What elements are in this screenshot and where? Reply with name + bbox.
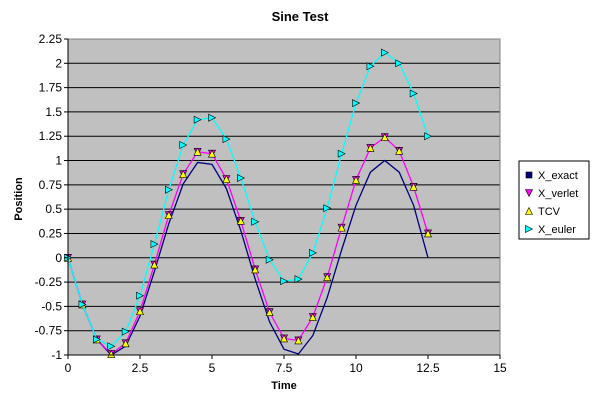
data-point-tcv (179, 169, 188, 178)
legend-label-tcv: TCV (538, 206, 561, 218)
legend-item-x-exact: X_exact (525, 170, 578, 182)
y-tick-label: -0.25 (35, 275, 63, 289)
data-point-tcv (107, 349, 116, 358)
y-tick-label: 1.25 (39, 129, 63, 143)
y-tick-label: 1.5 (45, 105, 62, 119)
data-point-tcv (121, 339, 130, 348)
data-point-x-euler (150, 240, 159, 249)
y-tick-label: -0.75 (35, 324, 63, 338)
x-tick-label: 7.5 (276, 361, 293, 375)
y-tick-label: -0.5 (41, 299, 62, 313)
plot-area (67, 38, 501, 356)
data-point-x-euler (136, 291, 145, 300)
data-point-x-euler (93, 335, 101, 344)
legend-marker-x-euler (525, 225, 534, 233)
series-layer (64, 48, 433, 359)
x-tick-label: 2.5 (132, 361, 149, 375)
y-tick-label: 0.5 (45, 202, 62, 216)
legend-marker-x-verlet (525, 189, 533, 198)
data-point-tcv (136, 307, 144, 316)
data-point-x-euler (337, 149, 346, 158)
data-point-x-euler (352, 99, 361, 108)
y-tick-label: 2 (55, 56, 62, 70)
y-tick-label: 2.25 (39, 32, 63, 46)
data-point-tcv (280, 334, 288, 343)
data-point-x-euler (294, 275, 303, 284)
y-tick-label: -1 (51, 348, 62, 362)
series-line-x-euler (67, 51, 429, 347)
data-point-tcv (164, 210, 173, 219)
y-axis-label: Position (13, 177, 25, 221)
y-tick-label: 0.25 (39, 226, 63, 240)
data-point-x-euler (380, 48, 389, 57)
legend-marker-tcv (525, 206, 533, 215)
data-point-x-euler (208, 113, 217, 122)
data-point-tcv (352, 175, 360, 184)
data-point-x-euler (280, 277, 289, 286)
x-tick-label: 12.5 (416, 361, 440, 375)
data-point-x-euler (78, 300, 87, 309)
legend-item-x-verlet: X_verlet (525, 188, 578, 200)
data-point-x-euler (323, 204, 332, 213)
data-point-x-euler (165, 185, 173, 194)
chart-title: Sine Test (272, 9, 330, 24)
data-point-tcv (409, 182, 418, 191)
x-tick-label: 10 (349, 361, 363, 375)
data-point-tcv (323, 273, 332, 282)
legend-label-x-euler: X_euler (538, 224, 576, 236)
data-point-x-euler (424, 132, 433, 141)
data-point-tcv (366, 143, 375, 152)
data-point-x-euler (107, 342, 116, 351)
data-point-tcv (265, 308, 274, 317)
data-point-tcv (395, 146, 404, 155)
series-line-x-verlet (67, 136, 429, 355)
data-point-x-euler (251, 217, 260, 226)
data-point-x-euler (193, 115, 202, 124)
legend-item-x-euler: X_euler (525, 224, 576, 236)
data-point-tcv (294, 336, 303, 345)
axis-layer: -1 -0.75 -0.5 -0.25 0 0.25 0.5 0.75 1 1.25 1.5 1.75… (35, 32, 507, 375)
data-point-x-euler (308, 248, 317, 257)
data-point-x-euler (366, 62, 375, 71)
data-point-tcv (208, 149, 216, 158)
y-tick-label: 1 (55, 154, 62, 168)
legend-item-tcv: TCV (525, 206, 561, 218)
plot-background (68, 39, 500, 355)
data-point-tcv (150, 260, 159, 269)
data-point-tcv (222, 174, 231, 183)
x-tick-label: 0 (65, 361, 72, 375)
data-point-tcv (193, 147, 202, 156)
legend-marker-x-exact (525, 171, 533, 179)
data-point-x-euler (409, 89, 418, 98)
data-point-tcv (424, 229, 432, 238)
y-tick-label: 0 (55, 251, 62, 265)
data-point-tcv (236, 216, 245, 225)
legend-label-x-exact: X_exact (538, 170, 578, 182)
data-point-x-euler (395, 59, 404, 68)
data-point-x-euler (237, 174, 245, 183)
data-point-x-euler (265, 255, 274, 264)
data-point-x-euler (121, 327, 130, 336)
y-tick-label: 0.75 (39, 178, 63, 192)
data-point-x-euler (222, 135, 231, 144)
legend: X_exact X_verlet TCV X_euler (518, 160, 590, 240)
x-axis-label: Time (271, 380, 296, 392)
x-tick-label: 15 (493, 361, 507, 375)
legend-label-x-verlet: X_verlet (538, 188, 578, 200)
data-point-x-euler (179, 140, 188, 149)
series-x-euler (64, 48, 433, 351)
data-point-tcv (380, 133, 389, 142)
data-point-tcv (337, 223, 346, 232)
y-tick-label: 1.75 (39, 81, 63, 95)
data-point-tcv (308, 312, 317, 321)
data-point-tcv (251, 265, 260, 274)
x-tick-label: 5 (209, 361, 216, 375)
